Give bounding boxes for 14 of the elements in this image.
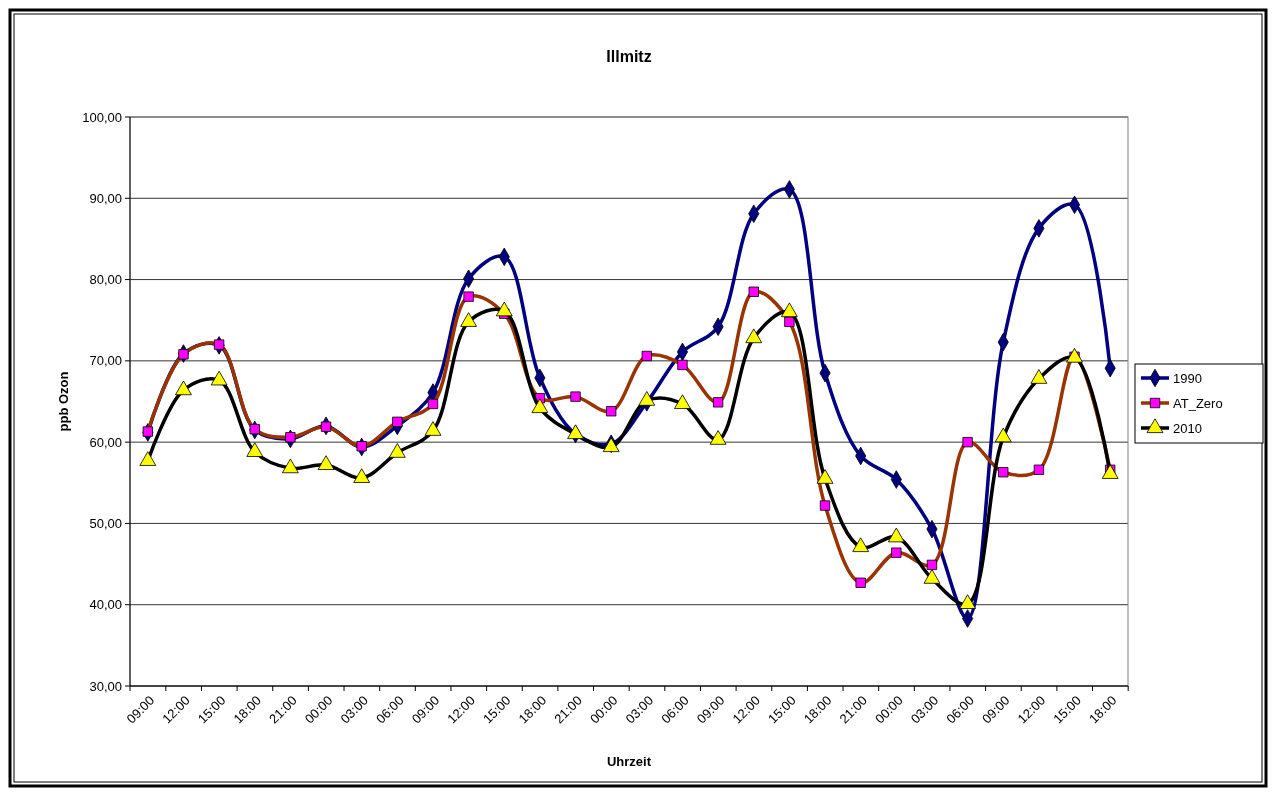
y-tick-label: 50,00 [89, 515, 122, 531]
y-tick-label: 60,00 [89, 434, 122, 450]
y-tick-label: 80,00 [89, 272, 122, 288]
legend-label: 2010 [1173, 420, 1202, 436]
y-tick-label: 70,00 [89, 353, 122, 369]
chart-title: Illmitz [606, 48, 652, 65]
x-axis-title: Uhrzeit [606, 754, 652, 769]
y-tick-label: 40,00 [89, 597, 122, 613]
y-tick-label: 100,00 [82, 109, 122, 125]
legend-label: AT_Zero [1173, 395, 1223, 411]
y-tick-label: 90,00 [89, 190, 122, 206]
y-axis-title: ppb Ozon [56, 371, 71, 432]
legend-label: 1990 [1173, 370, 1202, 386]
y-tick-label: 30,00 [89, 678, 122, 694]
